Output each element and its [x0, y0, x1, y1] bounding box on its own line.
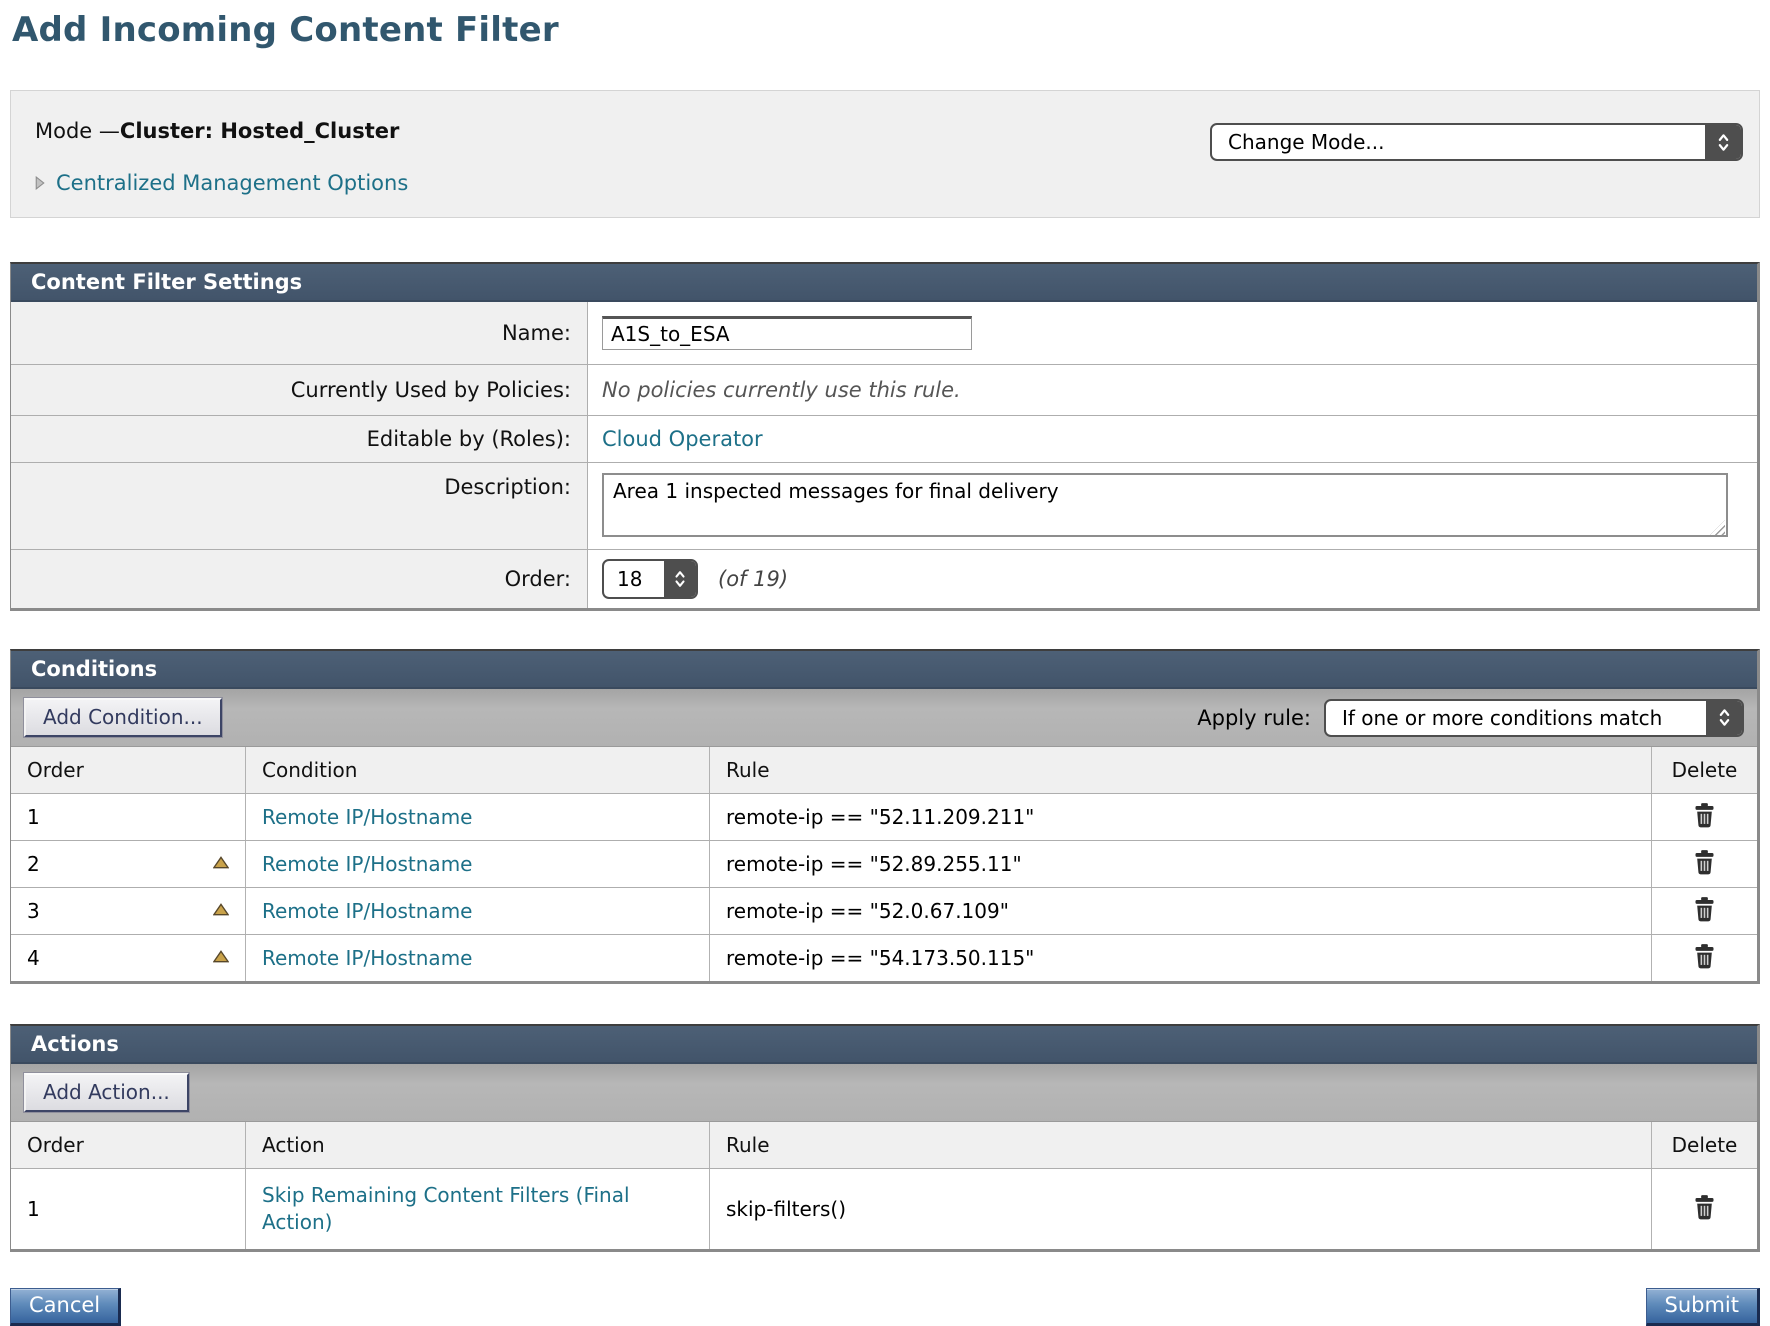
order-select-value: 18: [617, 567, 643, 591]
move-up-button[interactable]: [212, 903, 230, 919]
mode-label: Mode —: [35, 119, 120, 143]
page-title: Add Incoming Content Filter: [12, 10, 559, 50]
move-up-triangle-icon: [212, 856, 230, 872]
apply-rule-label: Apply rule:: [1197, 705, 1311, 730]
condition-rule: remote-ip == "52.0.67.109": [709, 888, 1651, 934]
up-down-chevrons-icon: [1706, 700, 1742, 735]
delete-condition-button[interactable]: [1692, 943, 1717, 973]
column-header-action: Action: [245, 1122, 709, 1168]
submit-button[interactable]: Submit: [1645, 1288, 1760, 1326]
roles-label: Editable by (Roles):: [11, 416, 588, 462]
column-header-delete: Delete: [1651, 747, 1757, 793]
column-header-order: Order: [27, 1133, 84, 1157]
condition-row: 4 Remote IP/Hostname remote-ip == "54.17…: [11, 934, 1757, 981]
mode-panel: Mode —Cluster: Hosted_Cluster Change Mod…: [10, 90, 1760, 218]
description-label: Description:: [11, 463, 588, 549]
condition-link[interactable]: Remote IP/Hostname: [262, 852, 473, 876]
centralized-management-options-link[interactable]: Centralized Management Options: [56, 171, 409, 195]
column-header-order: Order: [27, 758, 84, 782]
condition-order: 4: [27, 946, 40, 970]
delete-condition-button[interactable]: [1692, 802, 1717, 832]
action-row: 1 Skip Remaining Content Filters (Final …: [11, 1168, 1757, 1249]
up-down-chevrons-icon: [664, 561, 696, 597]
cloud-operator-link[interactable]: Cloud Operator: [602, 427, 763, 451]
trash-icon: [1692, 802, 1717, 832]
apply-rule-group: Apply rule: If one or more conditions ma…: [1197, 698, 1744, 737]
condition-link[interactable]: Remote IP/Hostname: [262, 805, 473, 829]
order-select[interactable]: 18: [602, 559, 698, 599]
apply-rule-select-value: If one or more conditions match: [1342, 705, 1663, 730]
actions-header: Actions: [11, 1026, 1757, 1064]
condition-link[interactable]: Remote IP/Hostname: [262, 946, 473, 970]
trash-icon: [1692, 849, 1717, 879]
content-filter-settings-header: Content Filter Settings: [11, 264, 1757, 302]
name-label: Name:: [11, 302, 588, 364]
move-up-button[interactable]: [212, 856, 230, 872]
cancel-button[interactable]: Cancel: [10, 1288, 122, 1326]
condition-order: 2: [27, 852, 40, 876]
actions-column-headers: Order Action Rule Delete: [11, 1122, 1757, 1168]
centralized-management-options-row: Centralized Management Options: [35, 171, 1739, 195]
policies-label: Currently Used by Policies:: [11, 365, 588, 415]
delete-condition-button[interactable]: [1692, 849, 1717, 879]
order-row: Order: 18 (of 19): [11, 549, 1757, 608]
action-order: 1: [27, 1197, 40, 1221]
column-header-delete: Delete: [1651, 1122, 1757, 1168]
conditions-toolbar: Add Condition... Apply rule: If one or m…: [11, 689, 1757, 747]
conditions-column-headers: Order Condition Rule Delete: [11, 747, 1757, 793]
condition-link[interactable]: Remote IP/Hostname: [262, 899, 473, 923]
condition-rule: remote-ip == "52.89.255.11": [709, 841, 1651, 887]
move-up-button[interactable]: [212, 950, 230, 966]
conditions-header: Conditions: [11, 651, 1757, 689]
move-up-triangle-icon: [212, 950, 230, 966]
policies-value: No policies currently use this rule.: [602, 378, 961, 402]
delete-condition-button[interactable]: [1692, 896, 1717, 926]
conditions-panel: Conditions Add Condition... Apply rule: …: [10, 649, 1760, 984]
condition-row: 3 Remote IP/Hostname remote-ip == "52.0.…: [11, 887, 1757, 934]
policies-row: Currently Used by Policies: No policies …: [11, 364, 1757, 415]
right-triangle-icon[interactable]: [35, 176, 45, 190]
action-link[interactable]: Skip Remaining Content Filters (Final Ac…: [262, 1183, 630, 1234]
description-row: Description: Area 1 inspected messages f…: [11, 462, 1757, 549]
condition-order: 1: [27, 805, 40, 829]
change-mode-select[interactable]: Change Mode...: [1210, 123, 1743, 161]
trash-icon: [1692, 1194, 1717, 1224]
change-mode-select-value: Change Mode...: [1228, 130, 1385, 154]
up-down-chevrons-icon: [1705, 125, 1741, 159]
actions-toolbar: Add Action...: [11, 1064, 1757, 1122]
condition-row: 1 Remote IP/Hostname remote-ip == "52.11…: [11, 793, 1757, 840]
column-header-rule: Rule: [709, 1122, 1651, 1168]
column-header-rule: Rule: [709, 747, 1651, 793]
add-condition-button[interactable]: Add Condition...: [23, 697, 223, 738]
mode-line: Mode —Cluster: Hosted_Cluster: [35, 119, 1739, 143]
column-header-condition: Condition: [245, 747, 709, 793]
roles-row: Editable by (Roles): Cloud Operator: [11, 415, 1757, 462]
trash-icon: [1692, 896, 1717, 926]
delete-action-button[interactable]: [1692, 1194, 1717, 1224]
footer: Cancel Submit: [10, 1288, 1760, 1326]
actions-panel: Actions Add Action... Order Action Rule …: [10, 1024, 1760, 1252]
name-row: Name:: [11, 302, 1757, 364]
order-label: Order:: [11, 550, 588, 608]
trash-icon: [1692, 943, 1717, 973]
content-filter-settings-panel: Content Filter Settings Name: Currently …: [10, 262, 1760, 611]
condition-rule: remote-ip == "54.173.50.115": [709, 935, 1651, 981]
name-input[interactable]: [602, 316, 972, 350]
condition-order: 3: [27, 899, 40, 923]
description-textarea[interactable]: Area 1 inspected messages for final deli…: [602, 473, 1728, 537]
order-total: (of 19): [718, 567, 789, 591]
move-up-triangle-icon: [212, 903, 230, 919]
mode-value: Cluster: Hosted_Cluster: [119, 119, 400, 143]
add-action-button[interactable]: Add Action...: [23, 1072, 190, 1113]
action-rule: skip-filters(): [709, 1169, 1651, 1249]
apply-rule-select[interactable]: If one or more conditions match: [1324, 698, 1744, 737]
condition-row: 2 Remote IP/Hostname remote-ip == "52.89…: [11, 840, 1757, 887]
condition-rule: remote-ip == "52.11.209.211": [709, 794, 1651, 840]
